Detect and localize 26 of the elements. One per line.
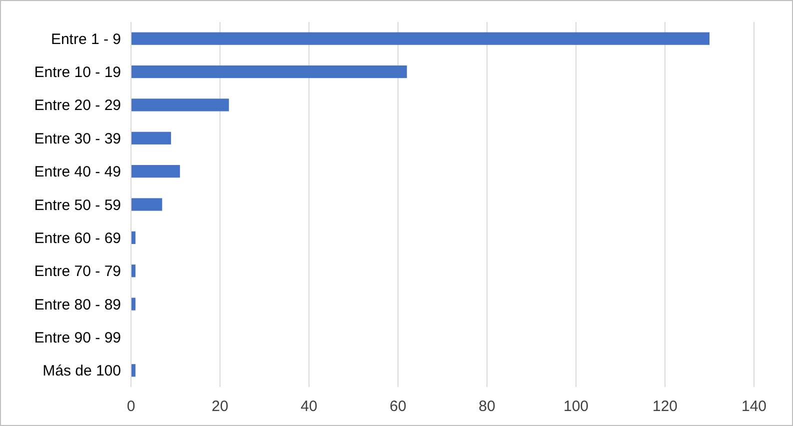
bar	[131, 32, 710, 45]
x-tick-label: 80	[478, 398, 496, 415]
x-tick-label: 60	[390, 398, 406, 415]
y-tick-label: Entre 70 - 79	[34, 263, 121, 280]
y-tick-label: Entre 50 - 59	[34, 196, 121, 214]
y-tick-label: Entre 20 - 29	[34, 97, 121, 114]
y-tick-label: Entre 30 - 39	[34, 130, 121, 148]
x-tick-label: 20	[212, 398, 228, 415]
bar	[131, 65, 407, 78]
y-tick-label: Entre 40 - 49	[34, 164, 121, 181]
y-tick-label: Más de 100	[42, 362, 121, 380]
bar	[131, 165, 180, 178]
y-tick-label: Entre 60 - 69	[34, 230, 121, 247]
x-tick-label: 120	[652, 398, 678, 415]
bar	[131, 298, 136, 310]
bar	[131, 132, 172, 144]
bar	[131, 98, 229, 112]
x-tick-label: 40	[300, 398, 318, 415]
x-tick-label: 100	[563, 398, 589, 415]
y-tick-label: Entre 1 - 9	[50, 30, 121, 48]
y-tick-label: Entre 80 - 89	[34, 296, 121, 314]
y-tick-label: Entre 90 - 99	[34, 329, 121, 346]
y-tick-label: Entre 10 - 19	[34, 64, 121, 82]
x-tick-label: 0	[126, 398, 136, 415]
x-tick-label: 140	[741, 398, 767, 415]
bar	[131, 198, 162, 211]
